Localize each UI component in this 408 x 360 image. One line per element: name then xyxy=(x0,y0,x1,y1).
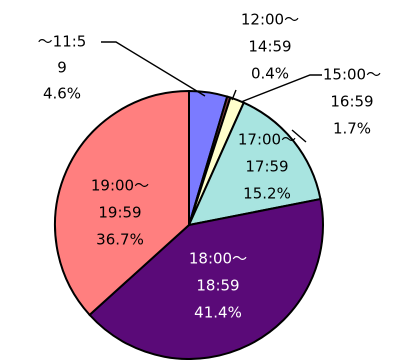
slice-percent-label: 41.4% xyxy=(194,304,242,322)
slice-name-label: 19:00～ xyxy=(91,177,149,195)
pie-slice xyxy=(187,101,322,227)
slice-name-label: 17:59 xyxy=(245,158,288,176)
pie-slices xyxy=(54,89,324,360)
slice-name-label: 12:00～ xyxy=(241,11,299,29)
slice-name-label: 17:00～ xyxy=(238,131,296,149)
slice-percent-label: 4.6% xyxy=(43,85,81,103)
slice-name-label: 15:00～ xyxy=(323,66,381,84)
pie-slice xyxy=(88,197,324,360)
slice-labels: ～11:5 9 4.6% 12:00～ 14:59 0.4% 15:00～ 16:59 1.7%… xyxy=(38,11,381,322)
slice-percent-label: 0.4% xyxy=(251,65,289,83)
leader-line xyxy=(101,41,206,97)
leader-line xyxy=(291,129,307,143)
slice-name-label: ～11:5 xyxy=(38,33,87,51)
slice-percent-label: 15.2% xyxy=(243,185,291,203)
slice-percent-label: 1.7% xyxy=(333,120,371,138)
slice-name-label: 18:00～ xyxy=(189,250,247,268)
slice-name-label: 9 xyxy=(57,59,67,77)
slice-name-label: 16:59 xyxy=(330,93,373,111)
slice-name-label: 14:59 xyxy=(248,38,291,56)
slice-name-label: 18:59 xyxy=(196,277,239,295)
slice-name-label: 19:59 xyxy=(98,204,141,222)
leader-line xyxy=(240,74,322,103)
slice-percent-label: 36.7% xyxy=(96,231,144,249)
leader-line xyxy=(231,89,237,101)
leader-lines xyxy=(101,41,322,143)
pie-slice xyxy=(54,89,190,317)
